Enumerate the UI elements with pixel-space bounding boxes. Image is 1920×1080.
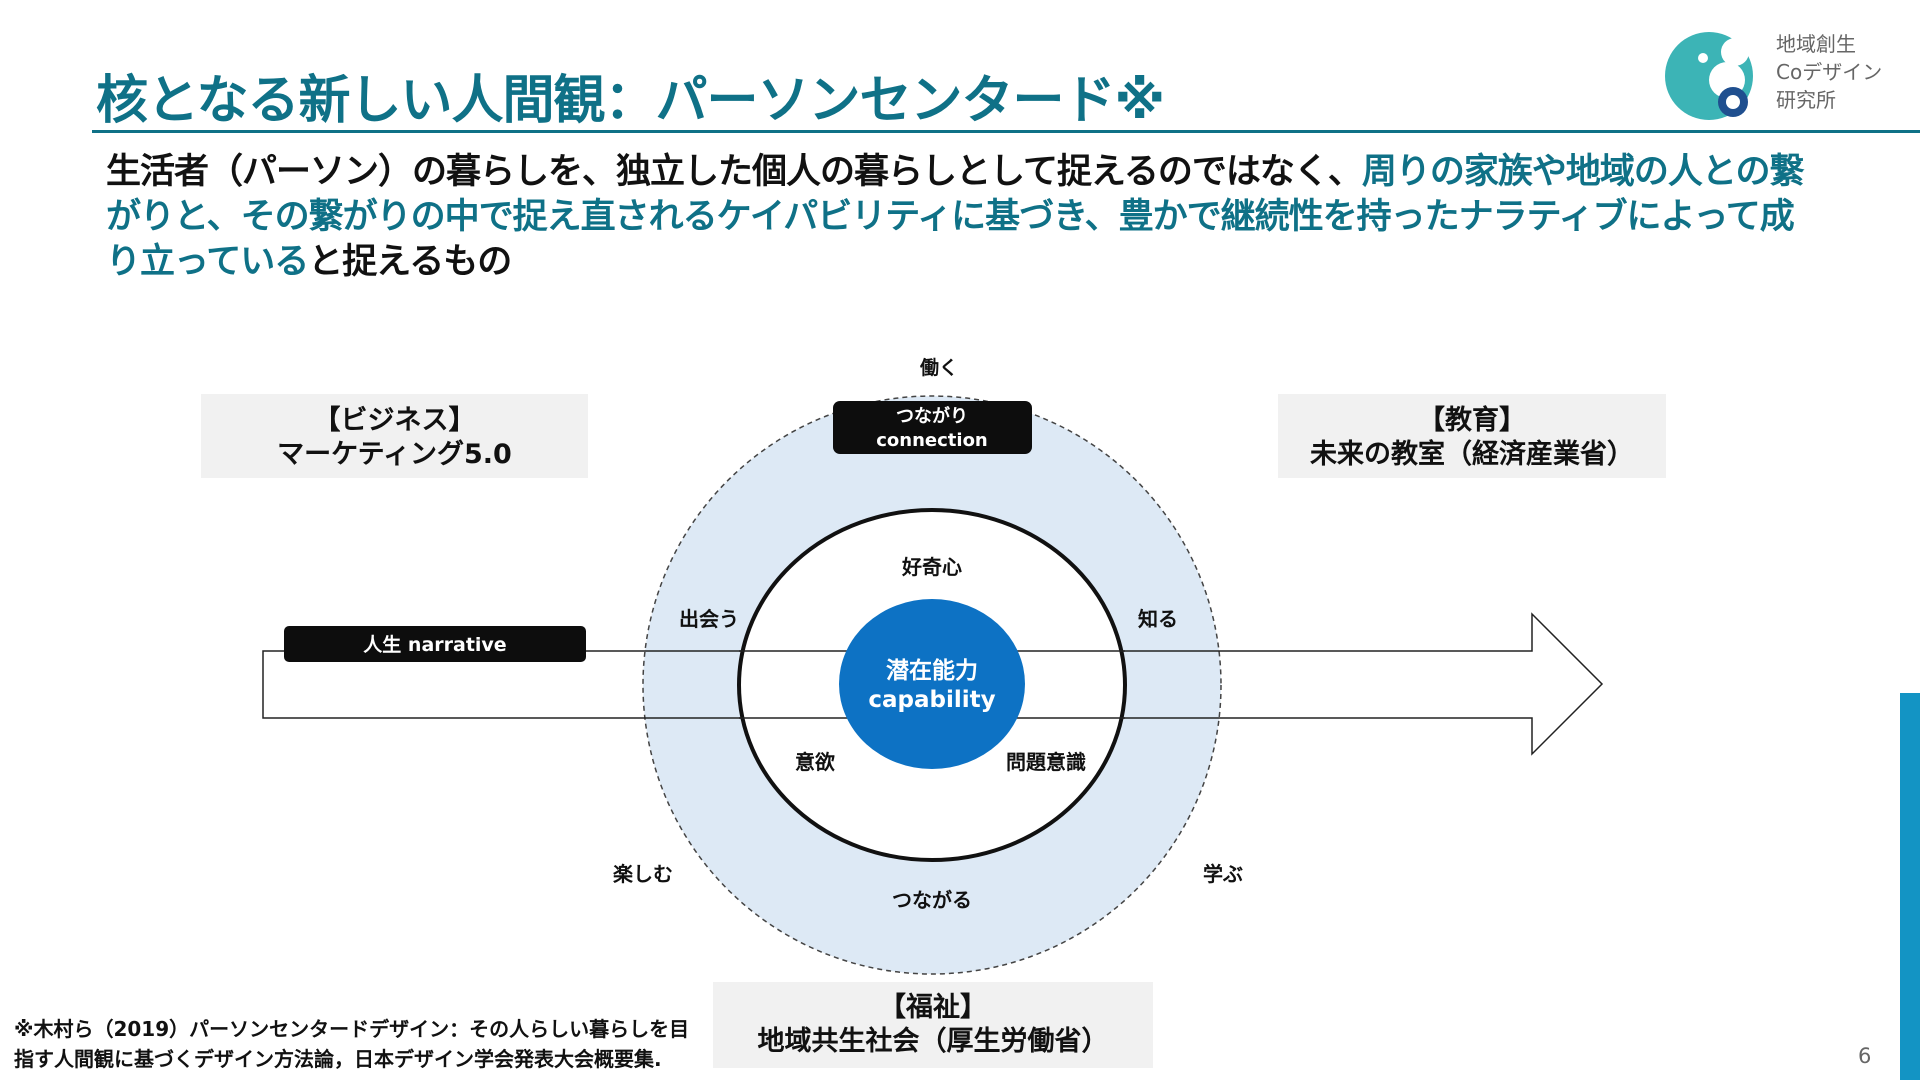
institute-logo — [1665, 32, 1753, 120]
connection-badge — [833, 401, 1032, 454]
label-enjoy: 楽しむ — [613, 862, 673, 886]
education-box-text: 未来の教室（経済産業省） — [1310, 439, 1634, 470]
footnote: ※木村ら（2019）パーソンセンタードデザイン：その人らしい暮らしを目 指す人間… — [14, 1014, 689, 1074]
logo-text: 地域創生 Coデザイン 研究所 — [1776, 30, 1882, 114]
lead-statement: 生活者（パーソン）の暮らしを、独立した個人の暮らしとして捉えるのではなく、周りの… — [106, 150, 1826, 285]
lead-segment-3: と捉えるもの — [308, 242, 512, 282]
connection-label-en: connection — [876, 430, 988, 451]
business-box-text: マーケティング5.0 — [277, 439, 512, 470]
page-number: 6 — [1858, 1044, 1872, 1068]
label-learn: 学ぶ — [1203, 862, 1243, 886]
footnote-line-2: 指す人間観に基づくデザイン方法論，日本デザイン学会発表大会概要集. — [14, 1047, 662, 1071]
narrative-label: 人生 narrative — [363, 633, 506, 656]
footnote-line-1: ※木村ら（2019）パーソンセンタードデザイン：その人らしい暮らしを目 — [14, 1017, 690, 1041]
label-know: 知る — [1138, 607, 1178, 631]
title-divider — [92, 130, 1920, 133]
capability-core — [839, 599, 1025, 769]
page-title: 核となる新しい人間観：パーソンセンタード※ — [96, 71, 1165, 131]
label-connect: つながる — [892, 888, 972, 912]
side-accent-bar — [1900, 693, 1920, 1080]
label-meet: 出会う — [679, 607, 739, 631]
label-motivation: 意欲 — [795, 750, 835, 774]
welfare-box: 【福祉】 地域共生社会（厚生労働省） — [713, 982, 1153, 1068]
narrative-arrow — [262, 612, 1604, 756]
label-curiosity: 好奇心 — [901, 555, 962, 579]
label-problem-awareness: 問題意識 — [1006, 750, 1086, 774]
education-box-heading: 【教育】 — [1418, 405, 1526, 436]
business-box-heading: 【ビジネス】 — [313, 405, 476, 436]
connection-label-ja: つながり — [896, 405, 968, 427]
logo-line-2: Coデザイン — [1776, 60, 1883, 84]
logo-line-3: 研究所 — [1776, 88, 1836, 112]
education-box: 【教育】 未来の教室（経済産業省） — [1278, 394, 1666, 478]
business-box: 【ビジネス】 マーケティング5.0 — [201, 394, 588, 478]
label-work: 働く — [919, 356, 958, 379]
welfare-box-heading: 【福祉】 — [879, 992, 987, 1023]
core-label-en: capability — [868, 687, 995, 713]
lead-segment-2-highlight: 周りの家族や地域の人との繋がりと、その繋がりの中で捉え直されるケイパビリティに基… — [106, 152, 1805, 282]
lead-segment-1: 生活者（パーソン）の暮らしを、独立した個人の暮らしとして捉えるのではなく、 — [106, 152, 1363, 192]
narrative-badge — [284, 626, 586, 662]
logo-line-1: 地域創生 — [1776, 32, 1856, 56]
welfare-box-text: 地域共生社会（厚生労働省） — [757, 1026, 1109, 1057]
core-label-ja: 潜在能力 — [886, 657, 978, 684]
